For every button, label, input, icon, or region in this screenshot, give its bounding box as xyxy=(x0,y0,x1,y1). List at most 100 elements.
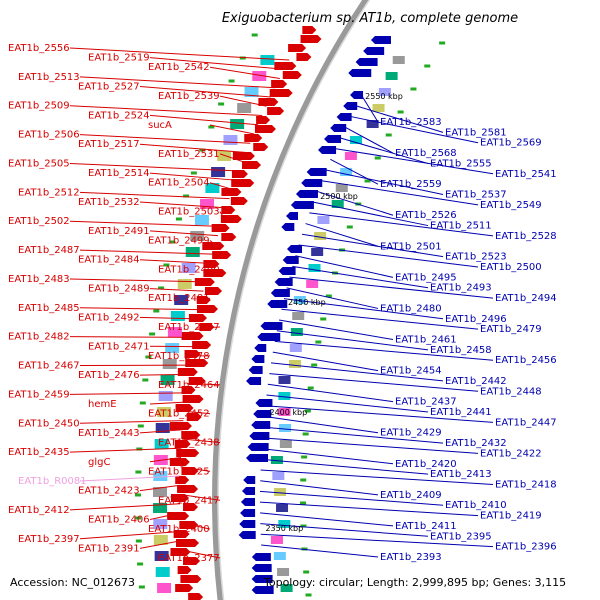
gene-label: EAT1b_2395 xyxy=(430,531,492,542)
forward-gene-arrow xyxy=(302,26,317,34)
gene-label: EAT1b_2496 xyxy=(445,314,507,325)
reverse-gene-arrow xyxy=(254,344,267,352)
forward-gene-arrow xyxy=(203,269,227,277)
reverse-gene-arrow xyxy=(282,256,299,264)
feature-block xyxy=(344,152,357,160)
gene-label: EAT1b_2435 xyxy=(8,447,70,458)
gene-label: EAT1b_2438 xyxy=(158,438,220,449)
forward-gene-arrow xyxy=(274,62,297,70)
forward-gene-arrow xyxy=(176,539,200,547)
feature-block xyxy=(276,504,289,512)
gene-label: EAT1b_2531 xyxy=(158,149,220,160)
feature-block xyxy=(272,472,285,480)
leader-line xyxy=(79,475,181,482)
kbp-marker: 2500 kbp xyxy=(320,192,358,201)
feature-block xyxy=(153,535,168,545)
forward-gene-arrow xyxy=(169,422,192,430)
gene-label: EAT1b_2411 xyxy=(395,521,457,532)
rna-tick xyxy=(135,493,142,497)
rna-tick xyxy=(190,171,197,175)
gene-label: EAT1b_2505 xyxy=(8,158,70,169)
leader-line xyxy=(259,501,479,517)
gene-label: EAT1b_2541 xyxy=(495,169,557,180)
leader-line xyxy=(262,437,479,454)
leader-line xyxy=(355,105,444,133)
forward-gene-arrow xyxy=(169,458,190,466)
reverse-gene-arrow xyxy=(251,586,274,594)
feature-block xyxy=(157,583,172,593)
gene-label: EAT1b_2393 xyxy=(380,552,442,563)
feature-block xyxy=(378,88,391,96)
gene-label: EAT1b_2555 xyxy=(430,158,492,169)
feature-block xyxy=(260,55,275,65)
rna-tick xyxy=(239,56,246,60)
gene-label: EAT1b_2450 xyxy=(18,418,80,429)
reverse-gene-arrow xyxy=(243,476,256,484)
leader-line xyxy=(139,373,189,376)
gene-label: EAT1b_2478 xyxy=(148,351,210,362)
feature-block xyxy=(392,56,405,64)
feature-block xyxy=(273,552,286,560)
leader-line xyxy=(149,512,181,520)
reverse-gene-arrow xyxy=(286,212,299,220)
gene-label: sucA xyxy=(148,120,172,131)
gene-label: EAT1b_2501 xyxy=(380,241,442,252)
gene-label: EAT1b_2526 xyxy=(395,210,457,221)
kbp-marker: 2550 kbp xyxy=(365,92,403,101)
leader-line xyxy=(209,124,255,135)
forward-gene-arrow xyxy=(203,260,220,268)
reverse-gene-arrow xyxy=(240,509,256,517)
reverse-gene-arrow xyxy=(249,432,270,440)
leader-line xyxy=(265,405,494,423)
gene-label: EAT1b_2502 xyxy=(8,216,70,227)
forward-gene-arrow xyxy=(300,35,322,43)
feature-block xyxy=(280,584,293,592)
leader-line xyxy=(281,308,479,330)
gene-label: EAT1b_2484 xyxy=(78,255,140,266)
feature-block xyxy=(331,200,344,208)
feature-block xyxy=(244,87,259,97)
forward-gene-arrow xyxy=(212,251,232,259)
feature-block xyxy=(190,231,205,241)
gene-label: EAT1b_2524 xyxy=(88,110,150,121)
leader-line xyxy=(79,249,213,255)
reverse-gene-arrow xyxy=(355,58,378,66)
gene-label: EAT1b_2494 xyxy=(495,293,557,304)
forward-gene-arrow xyxy=(183,557,201,565)
gene-label: EAT1b_2437 xyxy=(395,397,457,408)
reverse-gene-arrow xyxy=(270,289,290,297)
rna-tick xyxy=(137,562,144,566)
gene-label: EAT1b_2447 xyxy=(495,417,557,428)
feature-block xyxy=(366,120,379,128)
feature-block xyxy=(160,375,175,385)
feature-block xyxy=(385,72,398,80)
feature-block xyxy=(153,503,168,513)
leader-line xyxy=(298,244,479,268)
reverse-gene-arrow xyxy=(306,168,327,176)
gene-label: EAT1b_2471 xyxy=(88,341,150,352)
leader-line xyxy=(269,373,479,392)
forward-gene-arrow xyxy=(174,440,191,448)
feature-block xyxy=(170,311,185,321)
rna-tick xyxy=(320,317,327,321)
kbp-marker: 2400 kbp xyxy=(269,408,307,417)
gene-label: EAT1b_2464 xyxy=(158,380,220,391)
gene-label: EAT1b_2489 xyxy=(88,284,150,295)
gene-label: EAT1b_2539 xyxy=(158,91,220,102)
gene-labels: 2550 kbp 2500 kbp 2450 kbp 2400 kbp 2350 kbp… xyxy=(8,43,557,564)
reverse-gene-arrow xyxy=(363,47,385,55)
leader-line xyxy=(69,503,181,511)
forward-gene-arrow xyxy=(199,323,215,331)
forward-gene-arrow xyxy=(183,503,199,511)
leader-line xyxy=(263,426,444,444)
reverse-gene-arrow xyxy=(257,333,281,341)
feature-block xyxy=(317,216,330,224)
genome-title: Exiguobacterium sp. AT1b, complete genom… xyxy=(222,11,518,26)
rna-tick xyxy=(439,41,446,45)
feature-block xyxy=(185,247,200,257)
leader-line xyxy=(292,265,429,289)
leader-line xyxy=(274,340,494,361)
forward-gene-arrow xyxy=(180,575,202,583)
